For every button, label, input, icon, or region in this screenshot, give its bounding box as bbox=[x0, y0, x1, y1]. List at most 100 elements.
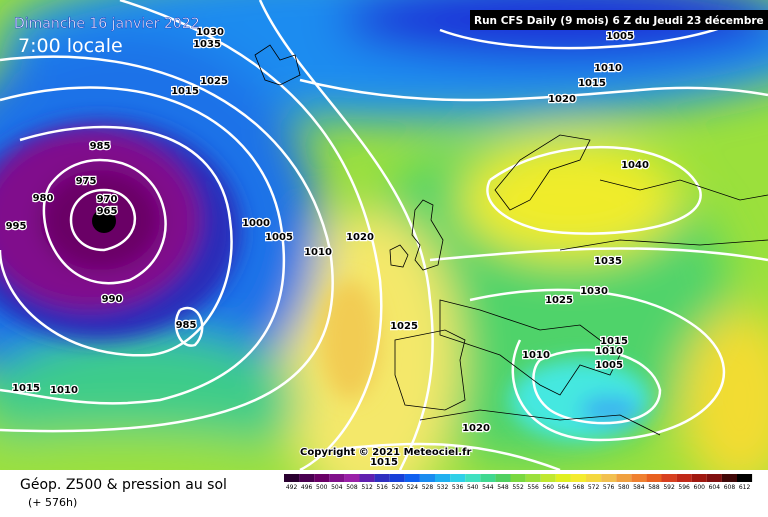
isobar-label: 1040 bbox=[621, 160, 649, 171]
isobar-label: 1015 bbox=[171, 86, 199, 97]
colorbar-swatch bbox=[540, 474, 556, 482]
colorbar-swatch bbox=[737, 474, 753, 482]
colorbar-swatch bbox=[525, 474, 541, 482]
colorbar-tick-label: 544 bbox=[482, 484, 494, 491]
coastlines bbox=[254, 44, 768, 436]
colorbar-swatch bbox=[646, 474, 662, 482]
colorbar-swatch bbox=[419, 474, 435, 482]
isobar-label: 1020 bbox=[462, 423, 490, 434]
colorbar-swatch bbox=[374, 474, 390, 482]
colorbar-swatch bbox=[344, 474, 360, 482]
isobar-label: 1015 bbox=[578, 78, 606, 89]
colorbar-swatch bbox=[284, 474, 300, 482]
isobar-label: 985 bbox=[176, 320, 197, 331]
colorbar-swatch bbox=[691, 474, 707, 482]
isobar-label: 965 bbox=[97, 206, 118, 217]
colorbar-swatch bbox=[404, 474, 420, 482]
colorbar-tick-label: 504 bbox=[331, 484, 343, 491]
isobar-label: 1015 bbox=[600, 336, 628, 347]
colorbar-tick-label: 524 bbox=[407, 484, 419, 491]
colorbar-swatch bbox=[616, 474, 632, 482]
colorbar-swatch bbox=[601, 474, 617, 482]
colorbar-tick-label: 500 bbox=[316, 484, 328, 491]
isobar-label: 1005 bbox=[265, 232, 293, 243]
isobar-label: 1035 bbox=[193, 39, 221, 50]
copyright: Copyright © 2021 Meteociel.fr bbox=[300, 447, 471, 458]
colorbar-tick-label: 604 bbox=[709, 484, 721, 491]
colorbar-tick-label: 512 bbox=[361, 484, 373, 491]
colorbar-tick-label: 540 bbox=[467, 484, 479, 491]
colorbar-tick-label: 576 bbox=[603, 484, 615, 491]
colorbar-tick-label: 592 bbox=[663, 484, 675, 491]
isobar-label: 1010 bbox=[50, 385, 78, 396]
colorbar-tick-label: 508 bbox=[346, 484, 358, 491]
colorbar-tick-label: 560 bbox=[543, 484, 555, 491]
isobar-label: 980 bbox=[33, 193, 54, 204]
colorbar: 492 496 500 504 508 512 516 520 524 528 532 536 540 5… bbox=[284, 474, 753, 491]
colorbar-tick-label: 608 bbox=[724, 484, 736, 491]
colorbar-swatch bbox=[631, 474, 647, 482]
isobar-label: 1035 bbox=[594, 256, 622, 267]
colorbar-tick-label: 536 bbox=[452, 484, 464, 491]
isobar-label: 995 bbox=[6, 221, 27, 232]
colorbar-swatch bbox=[465, 474, 481, 482]
colorbar-swatch bbox=[435, 474, 451, 482]
colorbar-swatch bbox=[661, 474, 677, 482]
colorbar-swatch bbox=[676, 474, 692, 482]
colorbar-swatch bbox=[480, 474, 496, 482]
colorbar-tick-label: 532 bbox=[437, 484, 449, 491]
run-info: Run CFS Daily (9 mois) 6 Z du Jeudi 23 d… bbox=[474, 15, 768, 27]
colorbar-swatch bbox=[706, 474, 722, 482]
colorbar-tick-label: 552 bbox=[512, 484, 524, 491]
isobar-label: 1015 bbox=[370, 457, 398, 468]
colorbar-tick-label: 584 bbox=[633, 484, 645, 491]
isobar-label: 1025 bbox=[200, 76, 228, 87]
colorbar-tick-label: 572 bbox=[588, 484, 600, 491]
colorbar-tick-label: 564 bbox=[558, 484, 570, 491]
isobar-label: 1015 bbox=[12, 383, 40, 394]
isobar-label: 1025 bbox=[390, 321, 418, 332]
isobar-label: 975 bbox=[76, 176, 97, 187]
colorbar-swatch bbox=[495, 474, 511, 482]
footer-title: Géop. Z500 & pression au sol bbox=[20, 477, 227, 493]
colorbar-tick-label: 588 bbox=[648, 484, 660, 491]
forecast-date: Dimanche 16 janvier 2022 bbox=[14, 16, 200, 32]
isobar-label: 1010 bbox=[304, 247, 332, 258]
colorbar-tick-label: 496 bbox=[301, 484, 313, 491]
colorbar-tick-label: 580 bbox=[618, 484, 630, 491]
isobar-label: 1030 bbox=[580, 286, 608, 297]
isobar-label: 1010 bbox=[594, 63, 622, 74]
isobar-label: 1030 bbox=[196, 27, 224, 38]
colorbar-swatch bbox=[570, 474, 586, 482]
colorbar-swatch bbox=[314, 474, 330, 482]
footer-lead: (+ 576h) bbox=[28, 496, 77, 509]
isobar-label: 990 bbox=[102, 294, 123, 305]
colorbar-tick-label: 516 bbox=[376, 484, 388, 491]
isobar-label: 1005 bbox=[595, 360, 623, 371]
isobar-label: 1020 bbox=[548, 94, 576, 105]
colorbar-swatch bbox=[329, 474, 345, 482]
isobar-label: 1005 bbox=[606, 31, 634, 42]
colorbar-tick-label: 492 bbox=[286, 484, 298, 491]
isobar-label: 970 bbox=[97, 194, 118, 205]
colorbar-swatch bbox=[721, 474, 737, 482]
colorbar-swatch bbox=[510, 474, 526, 482]
colorbar-tick-label: 568 bbox=[573, 484, 585, 491]
colorbar-swatch bbox=[555, 474, 571, 482]
isobar-label: 1010 bbox=[595, 346, 623, 357]
colorbar-swatch bbox=[586, 474, 602, 482]
isobars bbox=[0, 0, 768, 470]
colorbar-tick-label: 600 bbox=[694, 484, 706, 491]
colorbar-tick-label: 612 bbox=[739, 484, 751, 491]
isobar-label: 1010 bbox=[522, 350, 550, 361]
isobar-label: 1000 bbox=[242, 218, 270, 229]
colorbar-tick-label: 596 bbox=[678, 484, 690, 491]
isobar-label: 1020 bbox=[346, 232, 374, 243]
colorbar-swatch bbox=[450, 474, 466, 482]
colorbar-tick-label: 520 bbox=[392, 484, 404, 491]
colorbar-tick-label: 556 bbox=[527, 484, 539, 491]
colorbar-swatch bbox=[299, 474, 315, 482]
